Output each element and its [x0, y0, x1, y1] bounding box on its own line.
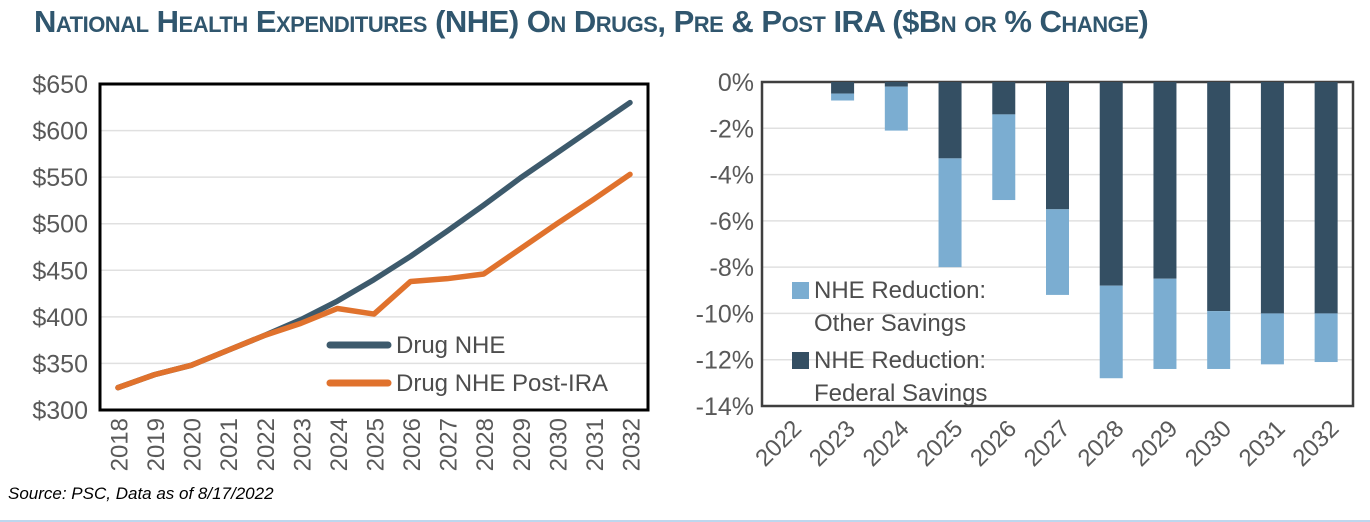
x-axis-tick-label: 2024	[326, 418, 353, 471]
bar-segment-other-savings	[1207, 311, 1231, 369]
y-axis-tick-label: $300	[32, 397, 88, 425]
x-axis-tick-label: 2024	[858, 415, 915, 472]
y-axis-tick-label: $450	[32, 257, 88, 285]
y-axis-tick-label: -8%	[710, 254, 754, 282]
y-axis-tick-label: -6%	[710, 208, 754, 236]
bar-segment-federal-savings	[1153, 82, 1177, 279]
legend-label-line2: Federal Savings	[814, 380, 987, 407]
bar-segment-federal-savings	[884, 82, 908, 87]
bar-segment-other-savings	[992, 114, 1016, 201]
bottom-divider	[0, 520, 1370, 522]
page-title: National Health Expenditures (NHE) On Dr…	[34, 4, 1149, 39]
x-axis-tick-label: 2023	[804, 415, 861, 472]
legend-label-line1: NHE Reduction:	[814, 347, 986, 374]
bar-segment-other-savings	[831, 93, 855, 101]
bar-segment-federal-savings	[1207, 82, 1231, 312]
bar-segment-federal-savings	[1260, 82, 1284, 314]
y-axis-tick-label: $400	[32, 304, 88, 332]
x-axis-tick-label: 2022	[253, 418, 280, 471]
x-axis-tick-label: 2027	[436, 418, 463, 471]
x-axis-tick-label: 2019	[143, 418, 170, 471]
series-line-drug-nhe-post-ira	[115, 171, 633, 391]
x-axis-tick-label: 2026	[965, 415, 1022, 472]
x-axis-tick-label: 2030	[1180, 415, 1237, 472]
bar-segment-other-savings	[1260, 313, 1284, 365]
legend-label: Drug NHE Post-IRA	[396, 370, 608, 397]
bar-segment-federal-savings	[938, 82, 962, 159]
plot-border	[98, 82, 650, 412]
x-axis-tick-label: 2026	[399, 418, 426, 471]
y-axis-tick-label: -10%	[696, 300, 754, 328]
y-axis-tick-label: -12%	[696, 347, 754, 375]
y-axis-tick-label: $350	[32, 350, 88, 378]
x-axis-tick-label: 2021	[216, 418, 243, 471]
bar-segment-other-savings	[1153, 278, 1177, 369]
legend-swatch-square	[792, 352, 809, 369]
bar-segment-federal-savings	[831, 82, 855, 94]
y-axis-tick-label: $650	[32, 71, 88, 99]
x-axis-tick-label: 2028	[1073, 415, 1130, 472]
x-axis-tick-label: 2025	[363, 418, 390, 471]
y-axis-tick-label: -4%	[710, 162, 754, 190]
x-axis-tick-label: 2030	[545, 418, 572, 471]
x-axis-tick-label: 2032	[619, 418, 646, 471]
y-axis-tick-label: $550	[32, 164, 88, 192]
y-axis-tick-label: $500	[32, 211, 88, 239]
bar-segment-other-savings	[1099, 285, 1123, 379]
legend-label-line1: NHE Reduction:	[814, 277, 986, 304]
x-axis-tick-label: 2018	[107, 418, 134, 471]
bar-segment-other-savings	[1046, 209, 1069, 295]
bar-segment-other-savings	[938, 158, 962, 268]
x-axis-tick-label: 2027	[1019, 415, 1076, 472]
bar-chart-svg: 0%-2%-4%-6%-8%-10%-12%-14%20222023202420…	[696, 69, 1355, 472]
x-axis-tick-label: 2023	[289, 418, 316, 471]
x-axis-tick-label: 2025	[911, 415, 968, 472]
bar-segment-other-savings	[884, 86, 908, 131]
x-axis-tick-label: 2029	[1126, 415, 1183, 472]
x-axis-tick-label: 2028	[472, 418, 499, 471]
x-axis-tick-label: 2032	[1288, 415, 1345, 472]
legend-label-line2: Other Savings	[814, 310, 966, 337]
bar-segment-federal-savings	[1314, 82, 1338, 314]
x-axis-tick-label: 2020	[180, 418, 207, 471]
legend-swatch-square	[792, 282, 809, 299]
bar-segment-other-savings	[1314, 313, 1338, 363]
source-note: Source: PSC, Data as of 8/17/2022	[8, 484, 274, 503]
x-axis-tick-label: 2022	[750, 415, 807, 472]
x-axis-tick-label: 2031	[582, 418, 609, 471]
bar-segment-federal-savings	[1046, 82, 1069, 210]
x-axis-tick-label: 2031	[1234, 415, 1291, 472]
line-chart-svg: $300 $350 $400 $450 $500 $550 $600 $650 2018 2019…	[32, 71, 650, 471]
x-axis-tick-label: 2029	[509, 418, 536, 471]
bar-segment-federal-savings	[1099, 82, 1123, 286]
y-axis-tick-label: -2%	[710, 115, 754, 143]
y-axis-tick-label: 0%	[718, 69, 754, 97]
bar-segment-federal-savings	[992, 82, 1016, 115]
y-axis-tick-label: -14%	[696, 393, 754, 421]
y-axis-tick-label: $600	[32, 118, 88, 146]
legend-label: Drug NHE	[396, 332, 505, 359]
